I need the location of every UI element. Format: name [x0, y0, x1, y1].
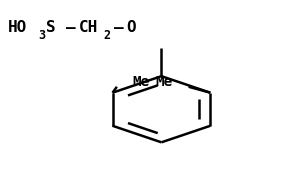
Text: S: S — [46, 20, 55, 35]
Text: HO: HO — [8, 20, 27, 35]
Text: Me: Me — [155, 75, 173, 89]
Text: Me: Me — [133, 75, 150, 89]
Text: 3: 3 — [38, 29, 45, 42]
Text: 2: 2 — [104, 29, 111, 42]
Text: —: — — [114, 20, 123, 35]
Text: CH: CH — [79, 20, 98, 35]
Text: O: O — [127, 20, 136, 35]
Text: —: — — [66, 20, 75, 35]
